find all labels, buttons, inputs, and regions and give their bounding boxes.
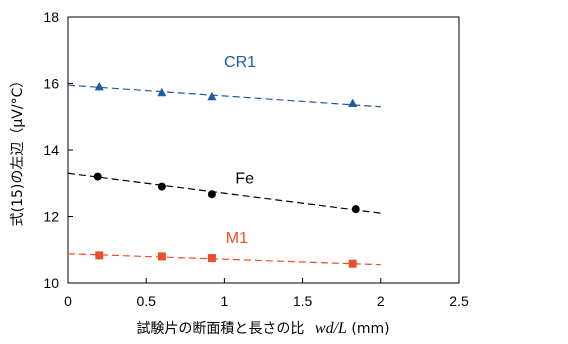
x-axis-title-unit: (mm) [351, 321, 389, 337]
x-tick-label-1: 0.5 [136, 293, 156, 309]
point-cr1-1 [157, 87, 167, 97]
trendline-m1 [67, 253, 381, 266]
trendline-fe [67, 172, 381, 214]
y-tick-label-0: 10 [43, 275, 59, 291]
series-labels: CR1 Fe M1 [224, 54, 256, 247]
point-m1-0 [95, 251, 104, 260]
x-tick-label-0: 0 [64, 293, 72, 309]
tick-labels: 0 0.5 1 1.5 2 2.5 10 12 14 16 18 [43, 9, 469, 309]
y-tick-label-4: 18 [43, 9, 59, 25]
y-tick-label-3: 16 [43, 76, 59, 92]
point-m1-1 [157, 252, 166, 261]
point-fe-3 [351, 205, 360, 214]
x-axis-title-variable: wd/L [315, 320, 347, 337]
trendline-cr1 [67, 84, 381, 108]
point-cr1-2 [207, 91, 217, 101]
x-axis-title: 試験片の断面積と長さの比 wd/L (mm) [136, 320, 389, 337]
trend-lines [67, 84, 381, 266]
point-m1-3 [348, 259, 357, 268]
data-points [93, 81, 360, 268]
point-cr1-3 [348, 98, 358, 107]
x-axis-title-prefix: 試験片の断面積と長さの比 [136, 321, 304, 337]
y-axis-title: 式(15)の左辺（μV/°C） [10, 74, 26, 227]
axis-ticks [67, 16, 460, 284]
y-tick-label-2: 14 [43, 142, 59, 158]
series-label-cr1: CR1 [224, 54, 256, 71]
x-tick-label-2: 1 [221, 293, 229, 309]
x-tick-label-3: 1.5 [293, 293, 313, 309]
point-cr1-0 [94, 81, 104, 91]
point-fe-0 [93, 172, 102, 181]
x-tick-label-4: 2 [377, 293, 385, 309]
point-m1-2 [207, 254, 216, 263]
x-tick-label-5: 2.5 [449, 293, 469, 309]
series-label-fe: Fe [235, 170, 254, 187]
point-fe-1 [157, 182, 166, 191]
y-tick-label-1: 12 [43, 209, 59, 225]
point-fe-2 [207, 190, 216, 199]
plot-area [67, 16, 460, 284]
series-label-m1: M1 [226, 230, 248, 247]
